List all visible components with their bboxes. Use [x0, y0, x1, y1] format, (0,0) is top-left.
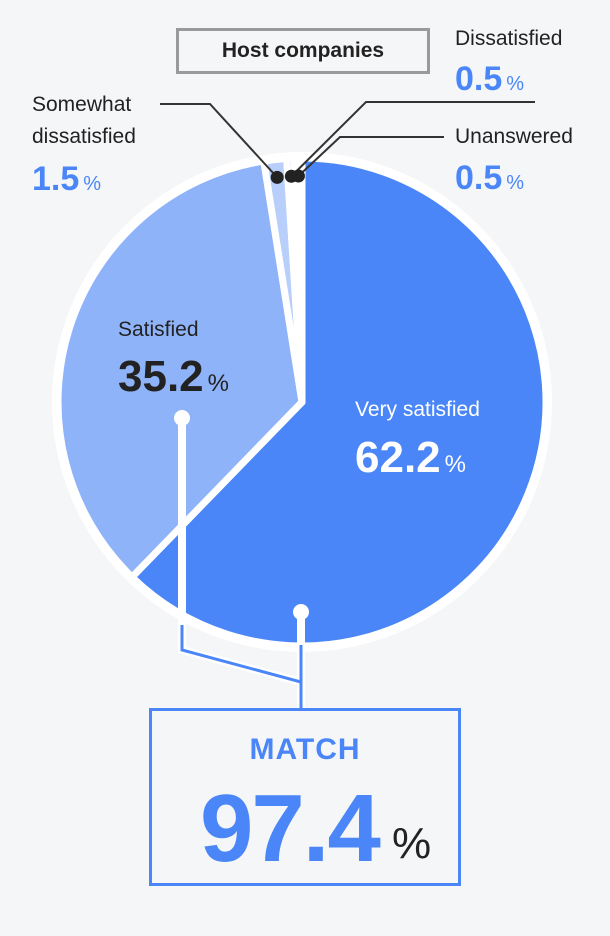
leader-dissatisfied-line: [290, 101, 535, 177]
leader-unanswered-line: [297, 136, 444, 177]
leader-somewhat-dissatisfied-line: [160, 103, 278, 179]
label-very-satisfied: Very satisfied: [355, 398, 480, 421]
match-dot-satisfied: [174, 410, 190, 426]
slice-very-satisfied: [128, 154, 550, 650]
label-unanswered: Unanswered: [455, 125, 573, 148]
label-somewhat-line2: dissatisfied: [32, 125, 136, 148]
pct-very-satisfied: 62.2%: [355, 433, 466, 482]
label-satisfied: Satisfied: [118, 318, 199, 341]
slice-satisfied: [54, 157, 306, 581]
slice-unanswered: [290, 154, 306, 406]
label-somewhat-line1: Somewhat: [32, 93, 132, 116]
leader-somewhat-dissatisfied-dot: [270, 170, 284, 184]
pct-somewhat-dissatisfied: 1.5%: [32, 160, 102, 198]
match-percent-symbol: %: [392, 819, 432, 868]
match-label: MATCH: [249, 733, 361, 766]
chart-title: Host companies: [176, 28, 430, 74]
pct-satisfied: 35.2%: [118, 352, 229, 401]
match-value: 97.4: [200, 775, 381, 882]
leader-unanswered-dot: [291, 169, 305, 183]
match-summary-box: MATCH 97.4 %: [149, 708, 461, 886]
label-dissatisfied: Dissatisfied: [455, 27, 563, 50]
pct-dissatisfied: 0.5%: [455, 60, 525, 98]
match-dot-very-satisfied: [293, 604, 309, 620]
pct-unanswered: 0.5%: [455, 159, 525, 197]
